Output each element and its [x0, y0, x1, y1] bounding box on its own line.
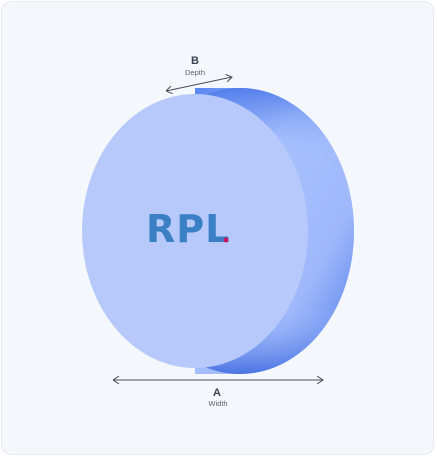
rpl-logo: RPL: [146, 207, 230, 251]
width-letter: A: [213, 387, 221, 399]
width-caption: Width: [208, 399, 227, 408]
logo-dot: [223, 237, 229, 243]
depth-caption: Depth: [185, 68, 205, 77]
depth-arrow: [166, 77, 232, 91]
cylinder-face: [82, 94, 308, 368]
depth-letter: B: [191, 55, 199, 67]
logo-text: RPL: [146, 207, 230, 251]
width-dimension: A Width: [113, 380, 323, 408]
depth-dimension: B Depth: [166, 55, 232, 91]
